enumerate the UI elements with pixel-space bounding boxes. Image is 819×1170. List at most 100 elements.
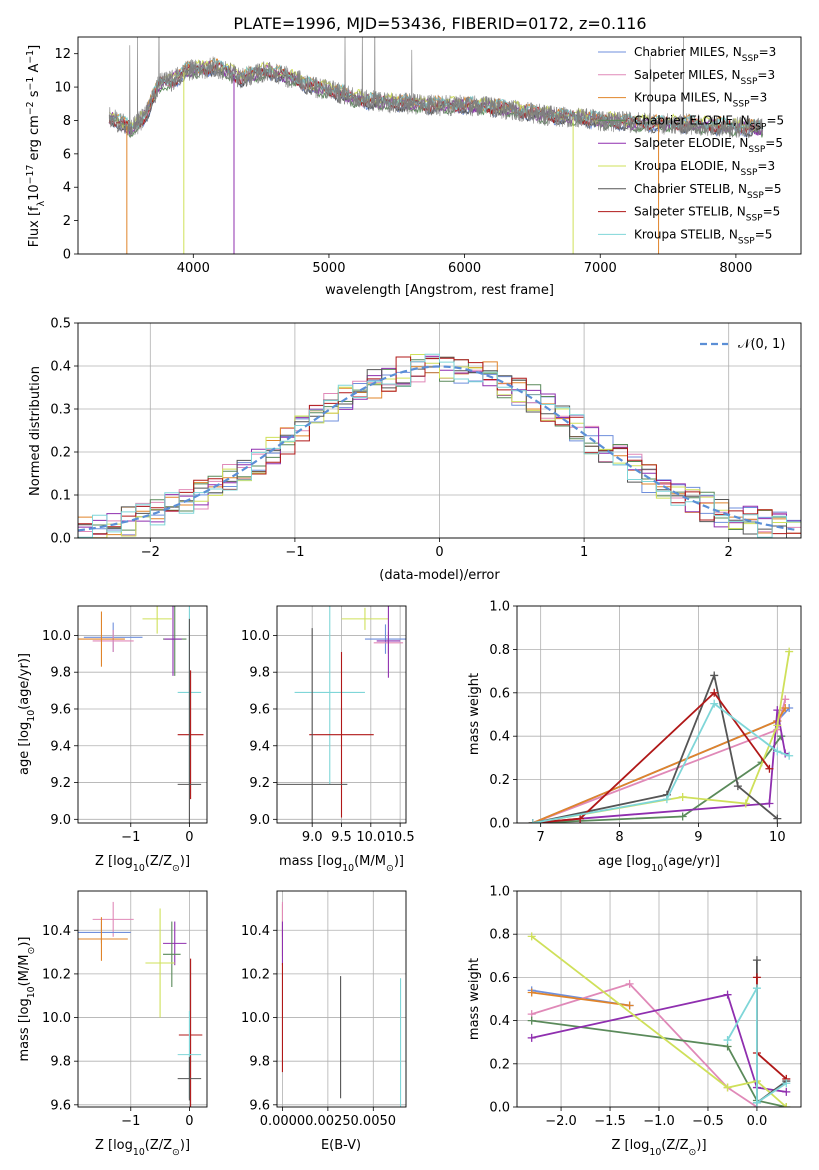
axes-mass_vs_Z: −1 0 9.6 9.8 10.0 10.2 10.4 Z [log10(Z/Z⊙)] mass… (17, 890, 208, 1158)
x-tick-label: 9.0 (302, 830, 323, 845)
x-tick-label: 6000 (448, 261, 481, 276)
weight-marker-kroupa_stelib (662, 795, 671, 804)
legend-entry: 𝒩(0, 1) (738, 337, 785, 352)
weight-marker-salpeter_elodie (527, 1033, 536, 1042)
y-tick-label: 0.5 (50, 317, 71, 332)
x-tick-label: −2.0 (545, 1114, 577, 1129)
y-tick-label: 0.4 (489, 730, 510, 745)
y-tick-label: 10.0 (241, 629, 270, 644)
y-tick-label: 0.4 (50, 360, 71, 375)
axes-weight_vs_Z: −2.0 −1.5 −1.0 −0.5 0.0 0.0 0.2 0.4 0.6 0.8 1.0 Z [… (467, 885, 802, 1158)
x-tick-label: 0 (185, 830, 193, 845)
weight-marker-kroupa_elodie (678, 792, 687, 801)
x-tick-label: 0.0000 (260, 1114, 306, 1129)
x-tick-label: 8 (615, 830, 623, 845)
x-tick-label: −1 (285, 545, 304, 560)
legend-entry: Chabrier STELIB, NSSP=5 (634, 182, 782, 201)
x-tick-label: 0 (435, 545, 443, 560)
weight-marker-chabrier_stelib (733, 782, 742, 791)
y-tick-label: 4 (63, 181, 71, 196)
y-tick-label: 0 (63, 248, 71, 263)
y-tick-label: 0.2 (489, 773, 510, 788)
axes-frame (276, 605, 407, 824)
y-tick-label: 10.0 (42, 1011, 71, 1026)
y-tick-label: 10.0 (241, 1011, 270, 1026)
y-tick-label: 0.0 (50, 532, 71, 547)
x-tick-label: 5000 (312, 261, 345, 276)
y-axis-label: mass weight (467, 673, 482, 755)
legend-entry: Kroupa STELIB, NSSP=5 (634, 227, 772, 246)
y-axis-label: age [log10(age/yr)] (17, 653, 37, 775)
y-tick-label: 0.2 (50, 446, 71, 461)
figure-title: PLATE=1996, MJD=53436, FIBERID=0172, z=0… (233, 14, 646, 33)
weight-marker-chabrier_elodie (678, 812, 687, 821)
axes-weight_vs_age: 7 8 9 10 0.0 0.2 0.4 0.6 0.8 1.0 age [log10(age/yr… (467, 600, 802, 874)
weight-marker-kroupa_stelib (710, 699, 719, 708)
legend-entry: Kroupa ELODIE, NSSP=3 (634, 159, 775, 178)
x-axis-label: age [log10(age/yr)] (598, 854, 720, 874)
y-tick-label: 0.3 (50, 403, 71, 418)
y-axis-label: Normed distribution (28, 366, 43, 496)
y-tick-label: 9.6 (50, 702, 71, 717)
weight-marker-kroupa_elodie (785, 647, 794, 656)
plot-area-spectrum (108, 37, 764, 254)
weight-marker-salpeter_elodie (765, 799, 774, 808)
weight-marker-chabrier_stelib (752, 956, 761, 965)
y-tick-label: 1.0 (489, 600, 510, 615)
weight-line-chabrier_elodie (531, 1019, 787, 1107)
axes-frame (77, 890, 208, 1108)
x-axis-label: Z [log10(Z/Z⊙)] (95, 1138, 190, 1158)
y-tick-label: 12 (54, 47, 71, 62)
x-tick-label: −1 (121, 1114, 140, 1129)
x-axis-label: wavelength [Angstrom, rest frame] (325, 283, 554, 298)
axes-frame (276, 890, 407, 1108)
weight-marker-kroupa_stelib (752, 984, 761, 993)
x-tick-label: 4000 (177, 261, 210, 276)
x-tick-label: 10 (769, 830, 786, 845)
y-tick-label: 9.8 (249, 666, 270, 681)
weight-marker-kroupa_elodie (773, 721, 782, 730)
y-tick-label: 0.6 (489, 971, 510, 986)
x-tick-label: 10.5 (386, 830, 415, 845)
weight-marker-kroupa_elodie (723, 1083, 732, 1092)
weight-marker-salpeter_elodie (782, 1087, 791, 1096)
y-axis-label: Flux [fλ10−17 erg cm−2 s−1 A−1] (25, 45, 47, 247)
y-tick-label: 9.4 (249, 739, 270, 754)
axes-frame (77, 322, 802, 539)
plot-area-weight_vs_Z (527, 932, 791, 1107)
axes-mass_vs_ebv: 0.0000 0.0025 0.0050 9.6 9.8 10.0 10.2 10.4 E(B-… (241, 890, 407, 1153)
y-tick-label: 9.6 (50, 1098, 71, 1113)
y-tick-label: 9.4 (50, 739, 71, 754)
weight-marker-salpeter_stelib (752, 973, 761, 982)
y-tick-label: 0.8 (489, 928, 510, 943)
axes-spectrum: 4000 5000 6000 7000 8000 0 2 4 6 8 10 12 wavelength … (25, 36, 802, 298)
x-tick-label: 2 (725, 545, 733, 560)
y-tick-label: 10.2 (42, 967, 71, 982)
y-tick-label: 10.0 (42, 629, 71, 644)
y-tick-label: 9.6 (249, 702, 270, 717)
axes-frame (516, 605, 802, 824)
axes-age_vs_Z: −1 0 9.0 9.2 9.4 9.6 9.8 10.0 Z [log10(Z/Z⊙)] age… (17, 605, 208, 874)
weight-line-kroupa_miles (531, 991, 630, 1007)
legend: Chabrier MILES, NSSP=3 Salpeter MILES, NS… (598, 45, 784, 246)
y-tick-label: 9.2 (50, 776, 71, 791)
y-tick-label: 0.1 (50, 489, 71, 504)
y-tick-label: 0.6 (489, 686, 510, 701)
weight-marker-kroupa_stelib (785, 751, 794, 760)
weight-marker-salpeter_stelib (576, 814, 585, 823)
y-tick-label: 9.6 (249, 1098, 270, 1113)
weight-marker-kroupa_miles (625, 1001, 634, 1010)
y-tick-label: 0.0 (489, 1101, 510, 1116)
axes-residuals: −2 −1 0 1 2 0.0 0.1 0.2 0.3 0.4 0.5 𝒩(0, 1) (data-mo… (28, 317, 802, 583)
x-tick-label: 0.0050 (351, 1114, 397, 1129)
x-tick-label: 10.0 (356, 830, 385, 845)
y-tick-label: 9.8 (249, 1055, 270, 1070)
weight-marker-kroupa_elodie (527, 932, 536, 941)
weight-line-salpeter_elodie (531, 993, 787, 1093)
x-tick-label: −1 (121, 830, 140, 845)
y-tick-label: 9.2 (249, 776, 270, 791)
y-tick-label: 9.0 (50, 813, 71, 828)
y-tick-label: 9.8 (50, 666, 71, 681)
histogram-kroupa_elodie (78, 354, 801, 538)
y-tick-label: 2 (63, 214, 71, 229)
